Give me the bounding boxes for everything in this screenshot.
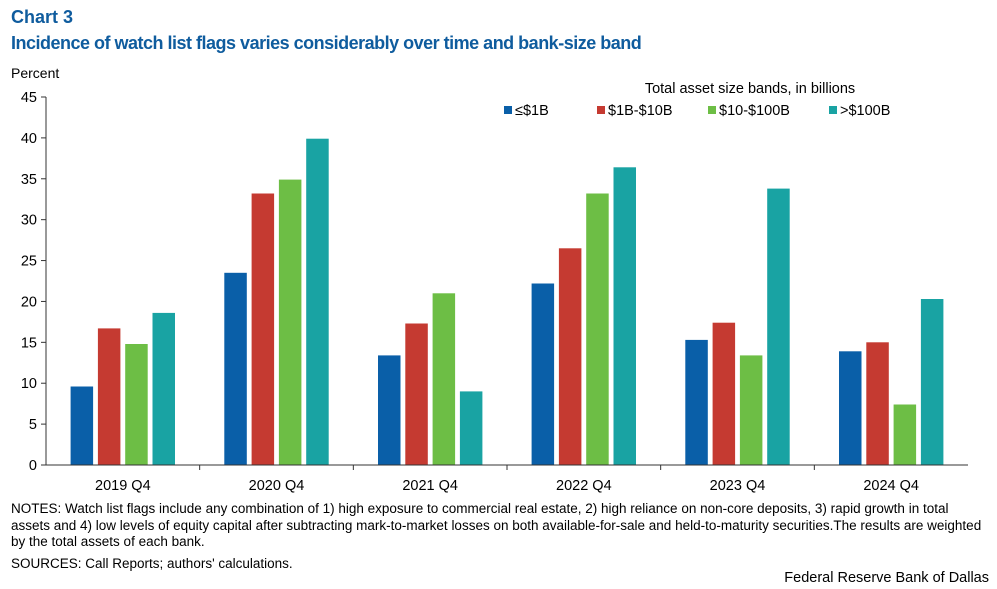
chart-label: Chart 3: [11, 7, 74, 27]
legend-entry: >$100B: [840, 103, 890, 119]
y-axis-label: Percent: [11, 65, 59, 81]
legend-swatch: [504, 106, 512, 114]
credit-text: Federal Reserve Bank of Dallas: [784, 570, 989, 586]
legend-title: Total asset size bands, in billions: [645, 81, 855, 97]
bar: [893, 404, 917, 465]
x-tick-label: 2022 Q4: [556, 478, 612, 494]
y-tick-label: 10: [21, 376, 37, 392]
bar: [613, 167, 636, 466]
y-tick-label: 30: [21, 213, 37, 229]
bar: [866, 342, 889, 465]
bar: [685, 339, 708, 465]
bar: [712, 322, 736, 465]
y-tick-label: 40: [21, 131, 37, 147]
bar: [405, 323, 428, 465]
bar: [125, 344, 148, 465]
x-tick-label: 2019 Q4: [95, 478, 151, 494]
bar: [152, 312, 175, 465]
legend-swatch: [597, 106, 605, 114]
bar: [558, 248, 582, 465]
legend-entry: ≤$1B: [515, 103, 549, 119]
bar: [278, 179, 302, 465]
notes-text: NOTES: Watch list flags include any comb…: [11, 501, 982, 549]
chart-title: Incidence of watch list flags varies con…: [11, 33, 642, 53]
bar: [839, 351, 862, 465]
x-tick-label: 2020 Q4: [249, 478, 305, 494]
y-tick-label: 20: [21, 294, 37, 310]
bar: [251, 193, 275, 465]
y-tick-label: 45: [21, 90, 37, 106]
x-tick-label: 2024 Q4: [863, 478, 919, 494]
y-tick-label: 5: [29, 417, 37, 433]
legend-swatch: [829, 106, 837, 114]
bar-chart: Percent 0 5 10 15 20 25 30 35 40 45 2019 Q4 2020 Q4 2…: [11, 65, 968, 494]
bar: [432, 293, 456, 465]
bar: [224, 272, 247, 465]
bar: [586, 193, 609, 465]
bar: [459, 391, 483, 465]
y-tick-label: 0: [29, 458, 37, 474]
x-tick-label: 2021 Q4: [402, 478, 458, 494]
y-tick-label: 35: [21, 172, 37, 188]
bar: [306, 138, 329, 465]
legend-entry: $1B-$10B: [608, 103, 673, 119]
bar: [920, 299, 944, 465]
x-tick-label: 2023 Q4: [710, 478, 766, 494]
bar: [531, 283, 555, 465]
bar: [767, 188, 790, 465]
bar: [97, 328, 121, 465]
bar: [739, 355, 763, 465]
legend-swatch: [708, 106, 716, 114]
y-tick-label: 25: [21, 254, 37, 270]
bar: [378, 355, 401, 465]
sources-text: SOURCES: Call Reports; authors' calculat…: [11, 556, 293, 571]
y-tick-label: 15: [21, 335, 37, 351]
bar: [70, 386, 94, 465]
legend-entry: $10-$100B: [719, 103, 790, 119]
